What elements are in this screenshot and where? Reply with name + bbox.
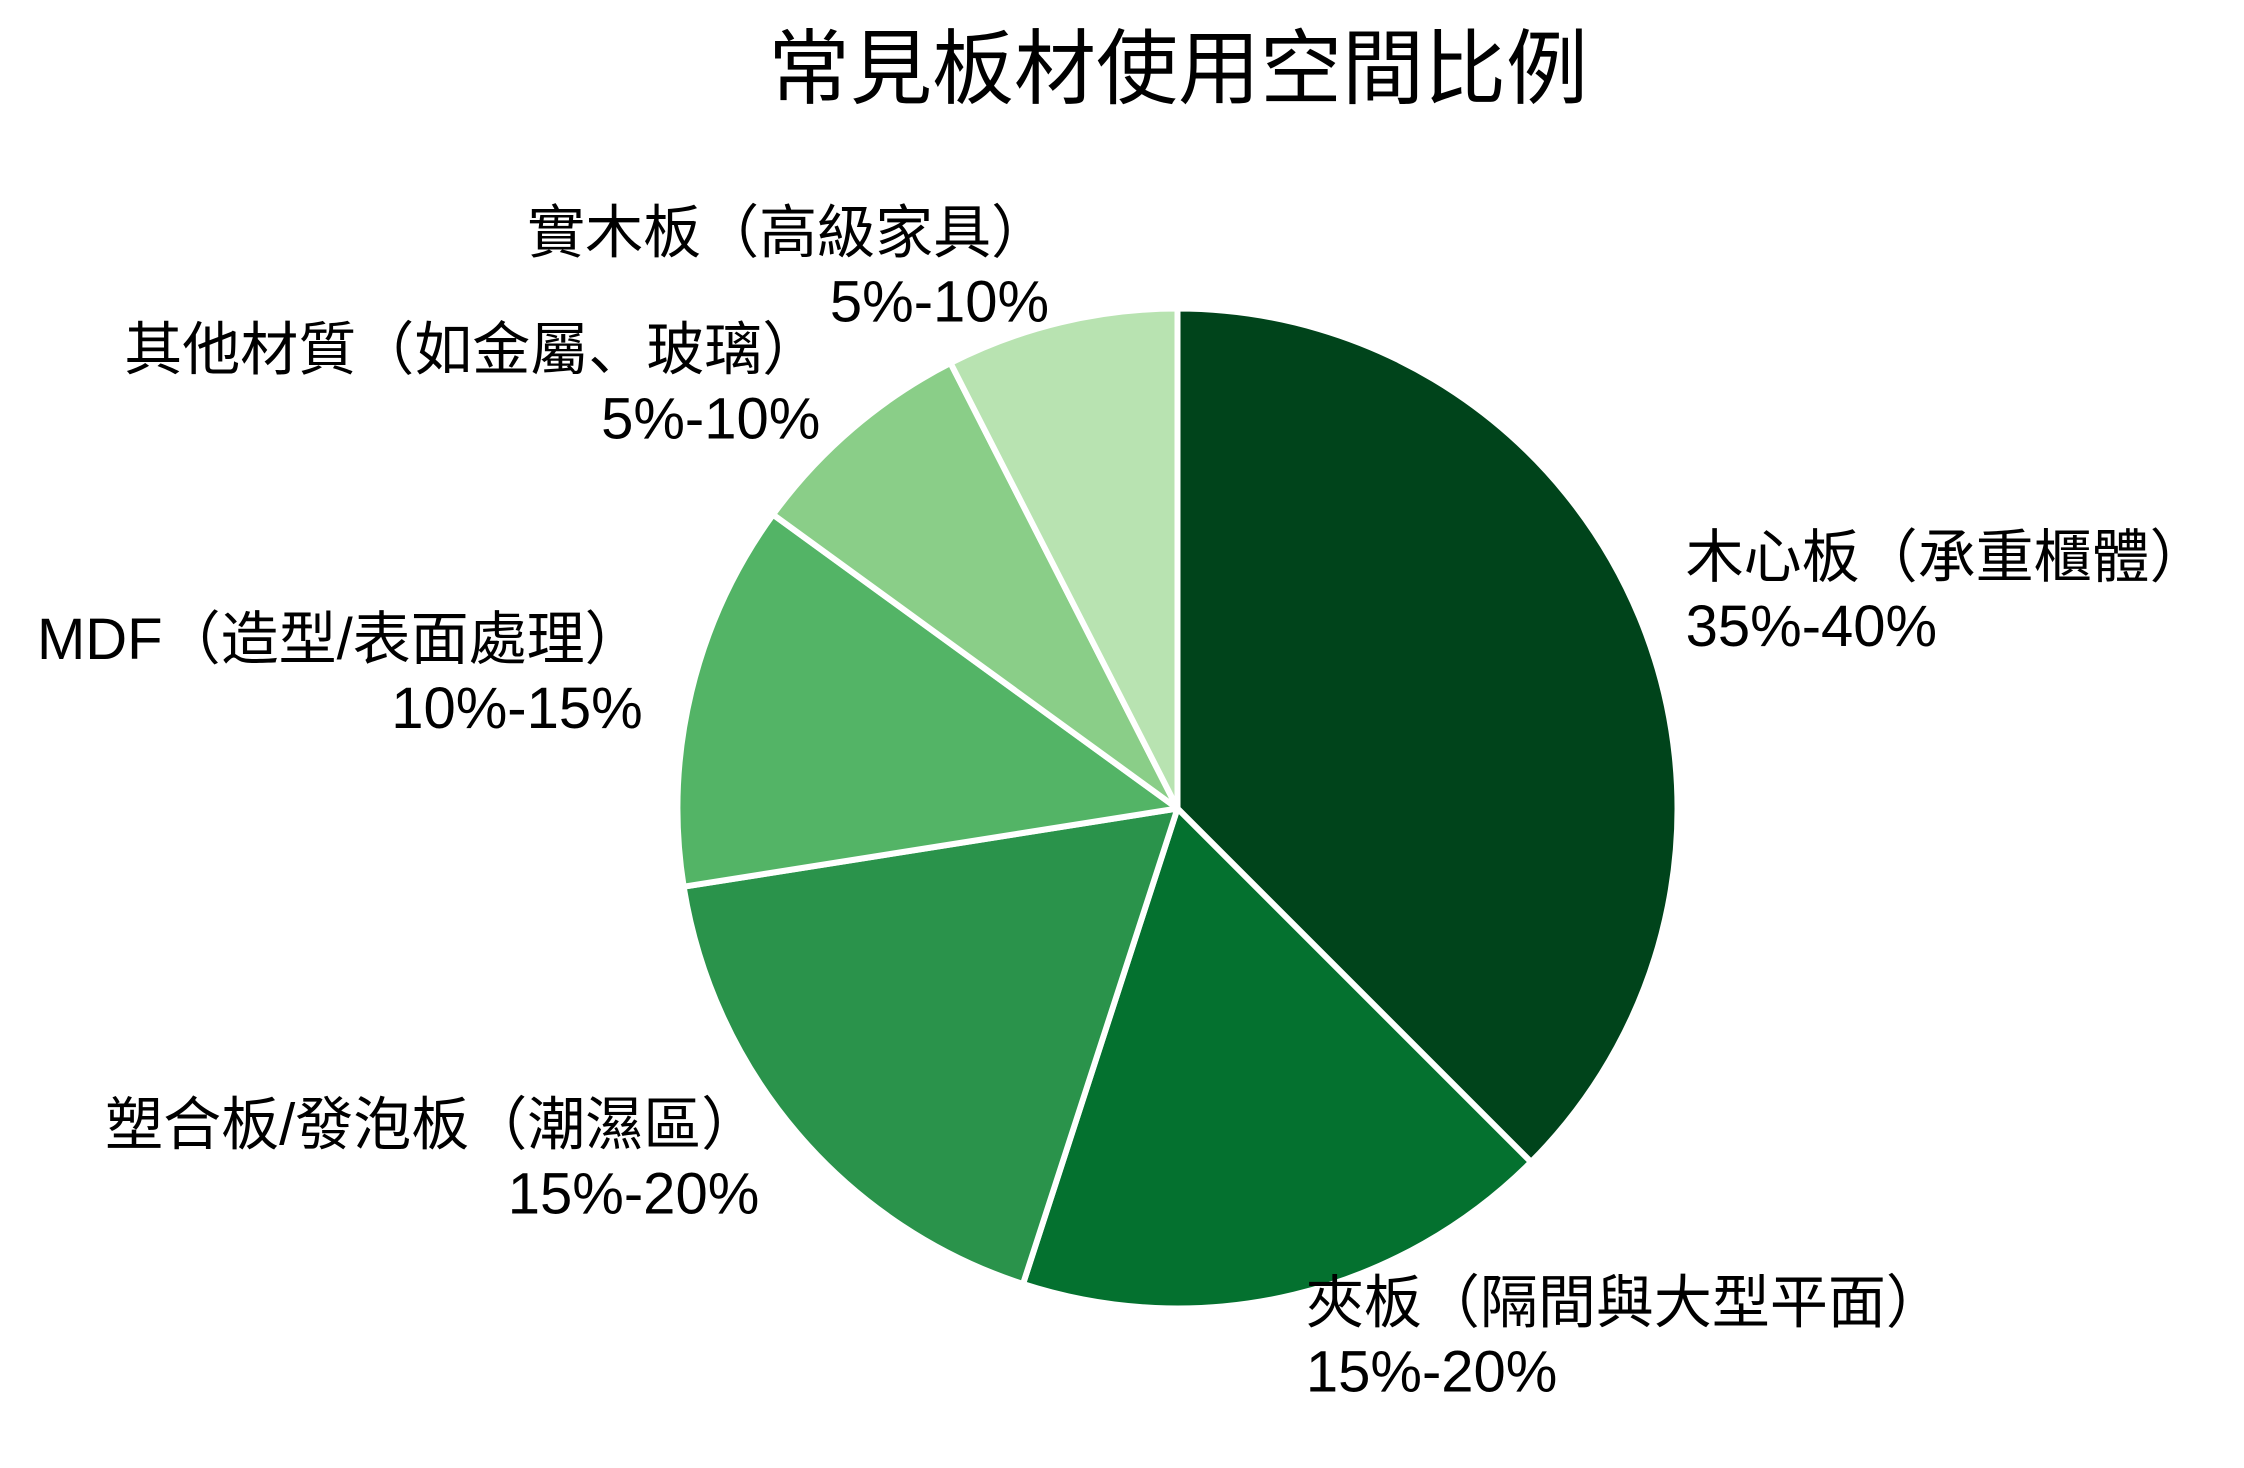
slice-label-range: 5%-10% [601, 386, 820, 451]
slice-label-range: 15%-20% [1306, 1339, 1557, 1404]
slice-label-name: 夾板（隔間與大型平面） [1306, 1270, 1944, 1335]
chart-title: 常見板材使用空間比例 [768, 24, 1588, 115]
pie-slice [769, 359, 1181, 812]
slice-label: 塑合板/發泡板（潮濕區） 15%-20% [105, 1093, 759, 1227]
slice-label-name: 其他材質（如金屬、玻璃） [124, 317, 820, 382]
pie-slice [1174, 305, 1681, 1166]
pie-slice [947, 305, 1181, 812]
slice-label: 實木板（高級家具） 5%-10% [527, 201, 1049, 335]
slice-label-range: 5%-10% [830, 270, 1049, 335]
slice-label-range: 15%-20% [508, 1162, 759, 1227]
slice-label-range: 10%-15% [391, 676, 642, 741]
slice-label: 夾板（隔間與大型平面） 15%-20% [1306, 1270, 1944, 1404]
slice-label-name: 實木板（高級家具） [527, 201, 1049, 266]
slice-label-range: 35%-40% [1686, 594, 1937, 659]
pie-slice [674, 511, 1181, 890]
slice-label-name: MDF（造型/表面處理） [37, 607, 643, 672]
pie-slice [680, 805, 1181, 1288]
slice-label-name: 木心板（承重櫃體） [1686, 525, 2208, 590]
pie-slices [674, 305, 1681, 1312]
slice-label-name: 塑合板/發泡板（潮濕區） [105, 1093, 759, 1158]
pie-slice [1019, 805, 1535, 1312]
slice-label: MDF（造型/表面處理） 10%-15% [37, 607, 643, 741]
slice-label: 其他材質（如金屬、玻璃） 5%-10% [124, 317, 820, 451]
slice-label: 木心板（承重櫃體） 35%-40% [1686, 525, 2208, 659]
pie-labels: 木心板（承重櫃體） 35%-40%夾板（隔間與大型平面） 15%-20%塑合板/發泡… [37, 201, 2208, 1405]
